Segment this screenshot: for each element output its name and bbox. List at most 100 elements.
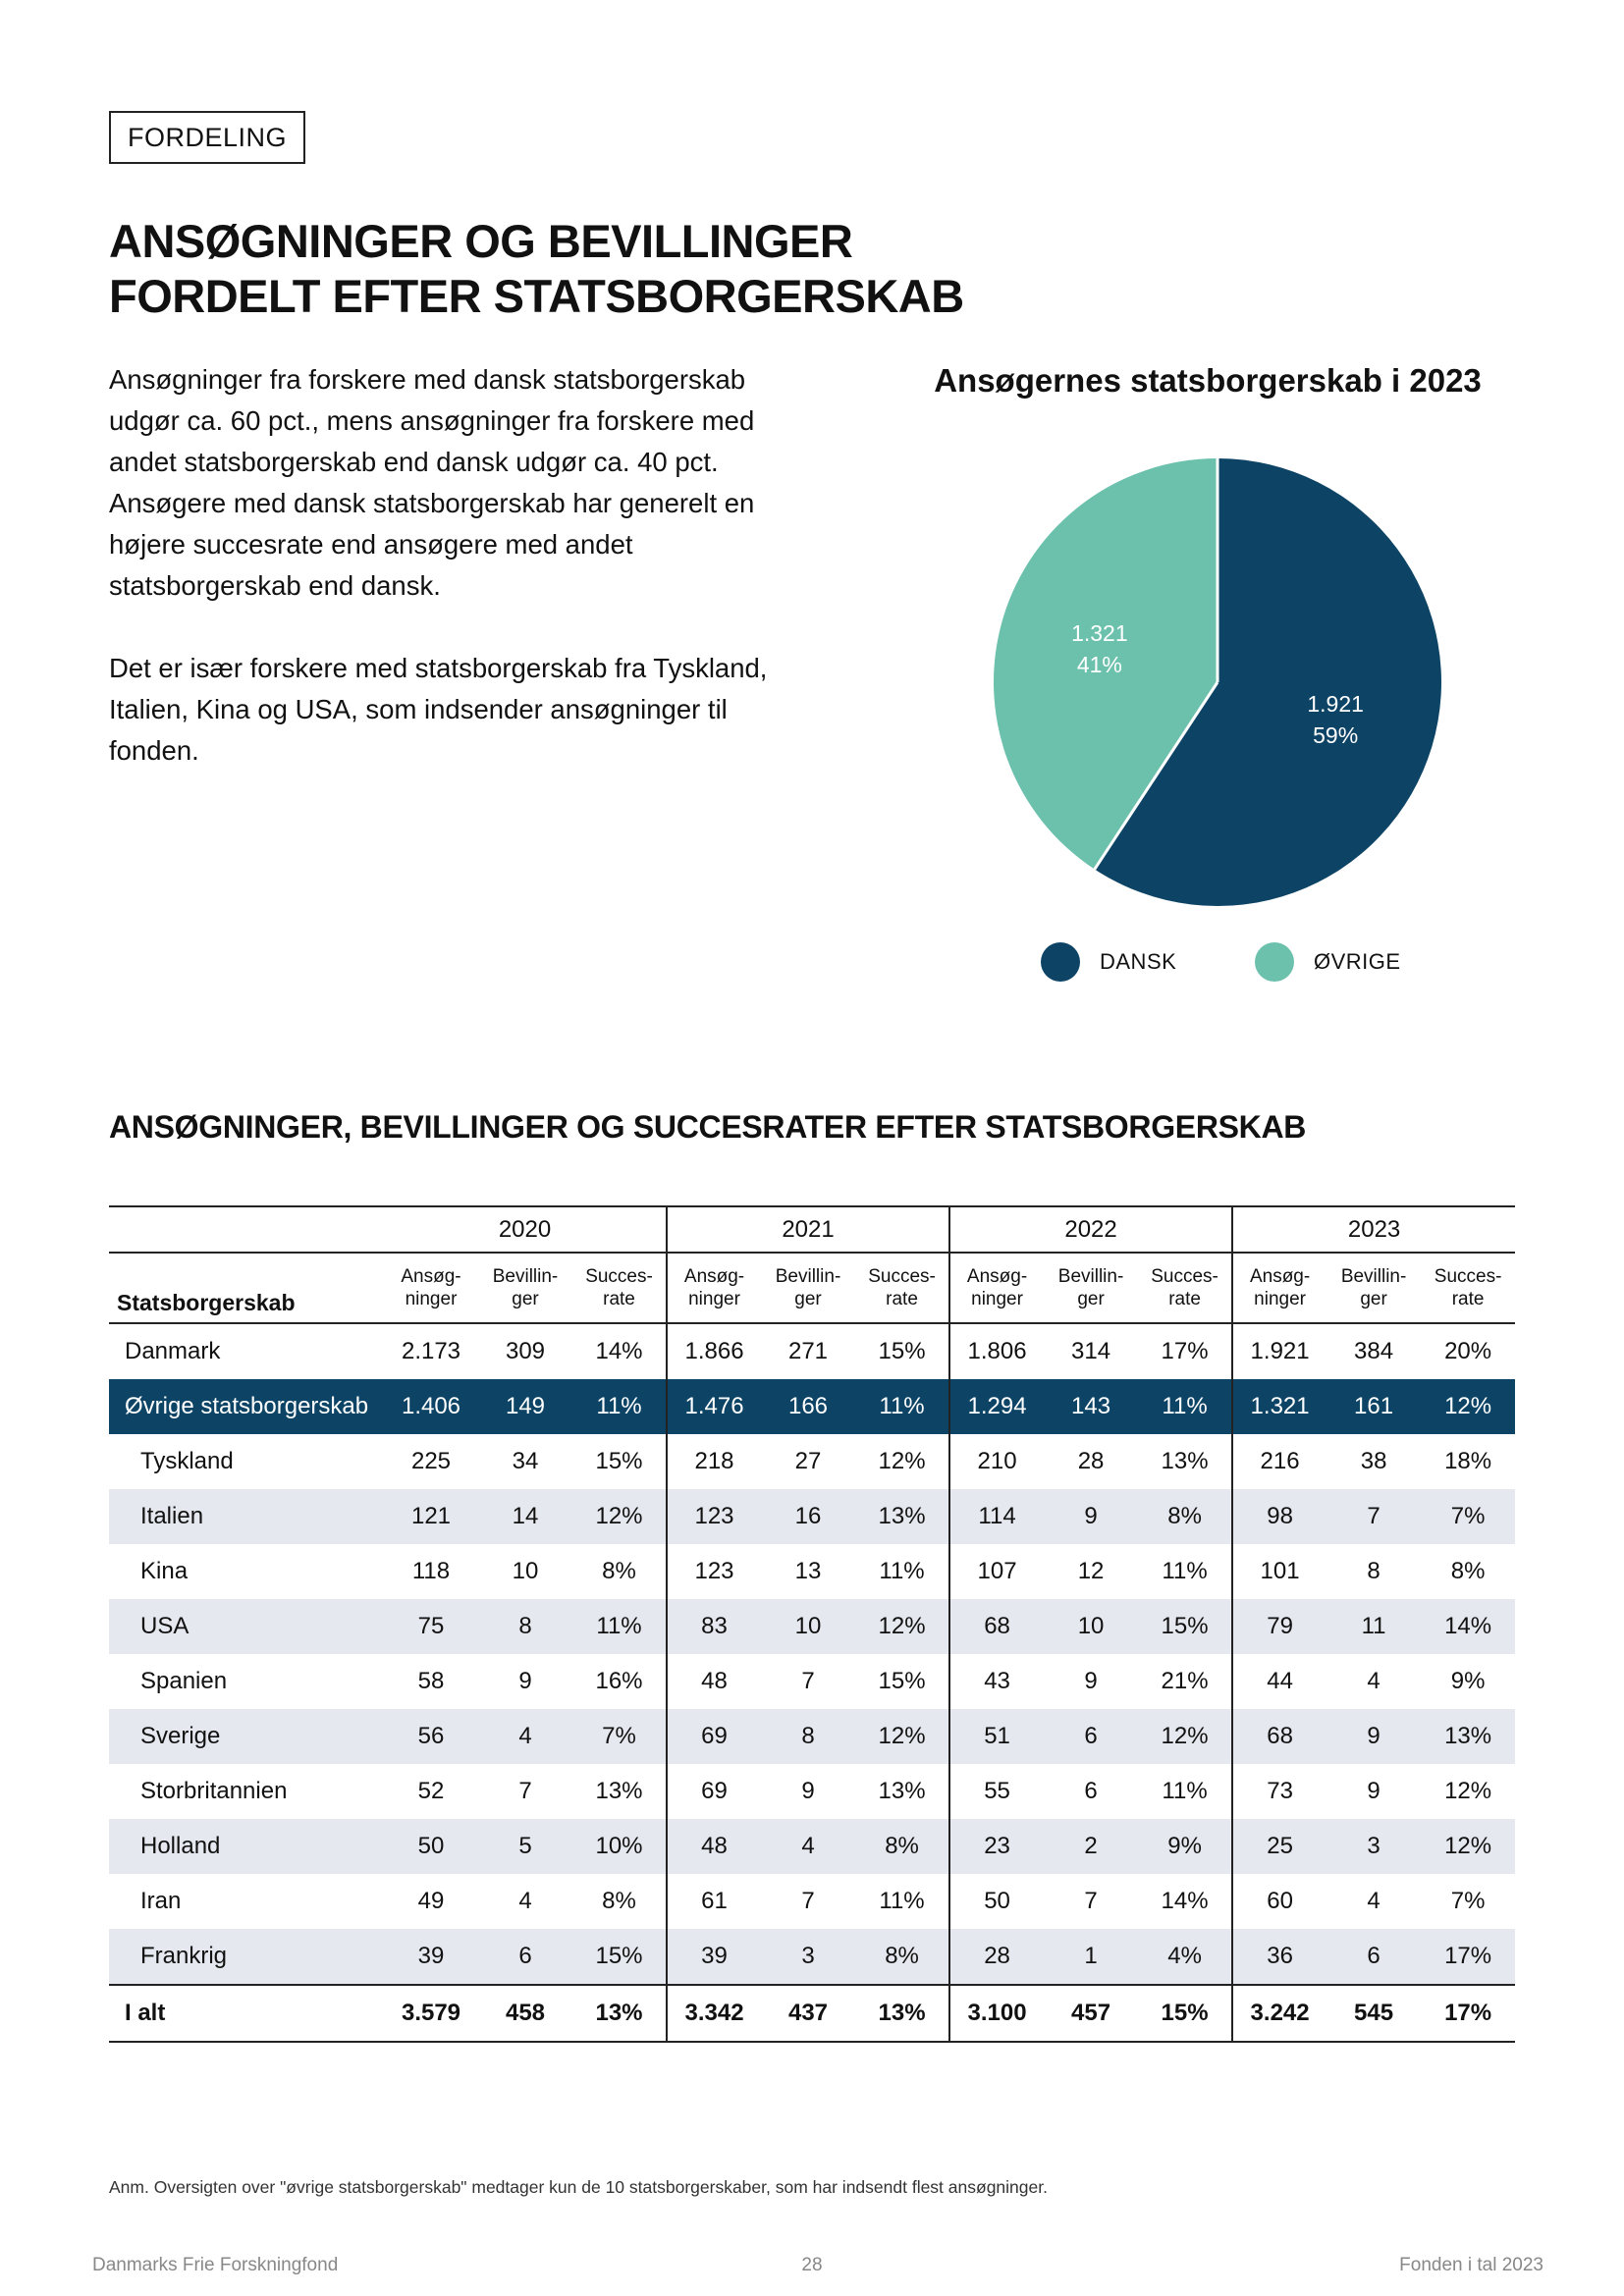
table-column-header-line: ninger (971, 1289, 1023, 1309)
table-column-header: Succes-rate (572, 1252, 668, 1324)
table-cell-value: 15% (572, 1929, 668, 1985)
table-cell-value: 4 (1367, 1668, 1380, 1694)
table-row: Tyskland 225 34 15% 218 27 12% 210 28 13% 216 38 18% (109, 1434, 1515, 1489)
table-cell-value: 23 (948, 1819, 1045, 1874)
table-cell-value: 36 (1231, 1929, 1327, 1985)
table-cell-value: 11% (879, 1888, 925, 1914)
table-column-header: Bevillin-ger (1044, 1252, 1139, 1324)
table-cell-value: 13% (1421, 1709, 1516, 1764)
table-cell-value: 6 (1326, 1929, 1422, 1985)
table-column-header-line: ger (1077, 1289, 1105, 1309)
table-cell-value: 15% (878, 1338, 926, 1364)
table-column-header-line: Ansøg- (1249, 1266, 1311, 1287)
table-cell-value: 25 (1231, 1819, 1327, 1874)
table-row: Holland 50 5 10% 48 4 8% 23 2 9% 25 3 12% (109, 1819, 1516, 1874)
table-cell-value: 10 (761, 1599, 856, 1654)
chart-title: Ansøgernes statsborgerskab i 2023 (934, 362, 1482, 399)
footer-publication: Fonden i tal 2023 (1399, 2255, 1543, 2275)
table-body: Danmark 2.173 309 14% 1.866 271 15% 1.806 314 17%… (109, 1323, 1516, 2043)
table-row: Italien 121 14 12% 123 16 13% 114 9 8% 98 7 7% (109, 1489, 1516, 1544)
table-cell-value: 17% (1421, 1984, 1516, 2043)
table-cell-value: 457 (1044, 1984, 1139, 2043)
pie-label-dansk-value: 1.921 (1307, 691, 1364, 717)
table-cell-value: 9 (1367, 1778, 1380, 1804)
table-cell-country: Italien (109, 1489, 384, 1544)
table-cell-value: 12% (1421, 1379, 1516, 1434)
table-cell-value: 69 (666, 1764, 762, 1819)
table-cell-value: 17% (1161, 1338, 1209, 1364)
table-cell-value: 3.100 (948, 1984, 1045, 2043)
table-cell-value: 210 (948, 1434, 1045, 1489)
table-cell-value: 16 (761, 1489, 856, 1544)
table-cell-value: 14 (478, 1489, 572, 1544)
table-row: Kina 118 10 8% 123 13 11% 107 12 11% 101 8 8% (109, 1544, 1515, 1599)
table-cell-value: 9 (1084, 1668, 1098, 1694)
table-cell-value: 48 (666, 1819, 762, 1874)
table-cell-value: 2 (1044, 1819, 1139, 1874)
table-year-header: 2023 (1231, 1205, 1516, 1253)
table-column-header-line: ger (512, 1289, 539, 1309)
table-row-header: Statsborgerskab (109, 1252, 384, 1324)
table-column-header: Ansøg-ninger (948, 1252, 1045, 1324)
table-cell-value: 8% (1138, 1489, 1233, 1544)
table-cell-value: 6 (478, 1929, 572, 1985)
table-cell-value: 1.294 (948, 1379, 1045, 1434)
table-cell-value: 12% (855, 1709, 950, 1764)
table-cell-value: 3 (1326, 1819, 1422, 1874)
table-cell-value: 14% (1421, 1599, 1516, 1654)
table-cell-value: 73 (1231, 1764, 1327, 1819)
table-cell-value: 52 (417, 1778, 445, 1804)
table-cell-value: 545 (1326, 1984, 1422, 2043)
legend-item-dansk: DANSK (1041, 940, 1176, 984)
table-cell-value: 118 (411, 1558, 451, 1584)
table-cell-value: 4 (1367, 1888, 1380, 1914)
table-column-header-line: rate (1451, 1289, 1485, 1309)
table-row: Storbritannien 52 7 13% 69 9 13% 55 6 11% 73 9 12% (109, 1764, 1515, 1819)
table-cell-value: 27 (794, 1448, 822, 1474)
table-cell-value: 28 (948, 1929, 1045, 1985)
table-cell-value: 1.866 (666, 1323, 762, 1379)
table-cell-value: 3.579 (384, 1984, 478, 2043)
table-cell-value: 11% (1162, 1778, 1208, 1804)
table-cell-value: 1.321 (1231, 1379, 1327, 1434)
table-cell-value: 8% (855, 1819, 950, 1874)
table-cell-value: 15% (595, 1448, 643, 1474)
table-cell-value: 11% (572, 1379, 668, 1434)
table-cell-value: 9 (1044, 1489, 1139, 1544)
section-tag: FORDELING (109, 111, 305, 164)
pie-label-dansk-pct: 59% (1313, 722, 1358, 748)
table-cell-value: 123 (666, 1544, 762, 1599)
table-cell-value: 12% (855, 1599, 950, 1654)
table-cell-value: 98 (1231, 1489, 1327, 1544)
table-year-header-row: 2020 2021 2022 2023 (109, 1205, 1516, 1253)
pie-slice-dansk (1094, 458, 1441, 906)
table-cell-value: 9% (1450, 1668, 1486, 1694)
table-cell-country: I alt (109, 1984, 384, 2043)
table-cell-value: 10% (572, 1819, 668, 1874)
page-title-line-1: ANSØGNINGER OG BEVILLINGER (109, 215, 853, 267)
page-title: ANSØGNINGER OG BEVILLINGER FORDELT EFTER… (109, 214, 964, 324)
table-cell-value: 39 (384, 1929, 478, 1985)
table-cell-value: 8 (1367, 1558, 1380, 1584)
table-row: Sverige 56 4 7% 69 8 12% 51 6 12% 68 9 13% (109, 1709, 1516, 1764)
table-cell-value: 11% (1162, 1558, 1208, 1584)
table-cell-country: Frankrig (109, 1929, 384, 1985)
table-cell-value: 1.476 (666, 1379, 762, 1434)
table-column-header: Succes-rate (1421, 1252, 1516, 1324)
table-cell-value: 13% (595, 1778, 643, 1804)
table-cell-value: 21% (1161, 1668, 1209, 1694)
table-cell-value: 7 (518, 1778, 532, 1804)
table-cell-value: 107 (948, 1544, 1045, 1599)
table-cell-value: 121 (384, 1489, 478, 1544)
table-cell-value: 75 (384, 1599, 478, 1654)
table-cell-country: USA (109, 1599, 384, 1654)
table-cell-value: 11% (572, 1599, 668, 1654)
table-column-header-line: Bevillin- (1057, 1266, 1124, 1287)
table-cell-value: 12% (1444, 1778, 1492, 1804)
table-cell-value: 2.173 (401, 1338, 461, 1364)
table-cell-value: 50 (948, 1874, 1045, 1929)
table-cell-value: 9% (1138, 1819, 1233, 1874)
table-cell-value: 14% (595, 1338, 643, 1364)
pie-label-oevrige-pct: 41% (1077, 652, 1122, 677)
table-cell-value: 61 (666, 1874, 762, 1929)
